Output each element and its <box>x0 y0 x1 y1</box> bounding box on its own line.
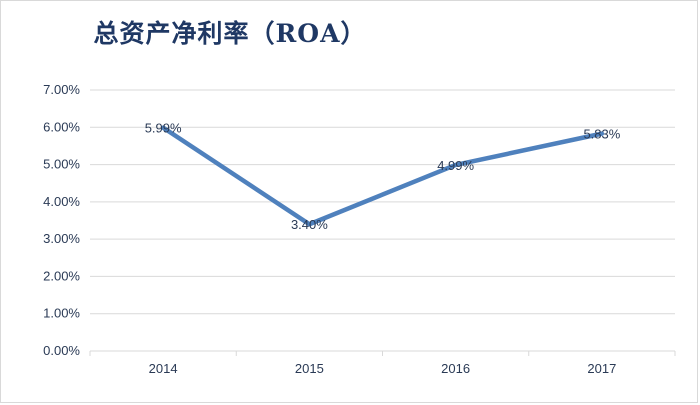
series-line <box>160 125 605 227</box>
x-tick-label: 2016 <box>441 361 470 376</box>
x-tick-label: 2017 <box>587 361 616 376</box>
x-tick-label: 2014 <box>149 361 178 376</box>
y-tick-label: 7.00% <box>43 82 80 97</box>
y-tick-label: 1.00% <box>43 306 80 321</box>
y-tick-label: 2.00% <box>43 268 80 283</box>
y-tick-label: 0.00% <box>43 343 80 358</box>
data-label: 4.99% <box>437 158 474 173</box>
y-tick-label: 6.00% <box>43 119 80 134</box>
data-label: 5.83% <box>583 127 620 142</box>
y-tick-label: 5.00% <box>43 157 80 172</box>
x-tick-label: 2015 <box>295 361 324 376</box>
data-label: 5.99% <box>145 121 182 136</box>
chart-title: 总资产净利率（ROA） <box>93 19 367 48</box>
y-tick-label: 4.00% <box>43 194 80 209</box>
y-tick-label: 3.00% <box>43 231 80 246</box>
data-label: 3.40% <box>291 217 328 232</box>
